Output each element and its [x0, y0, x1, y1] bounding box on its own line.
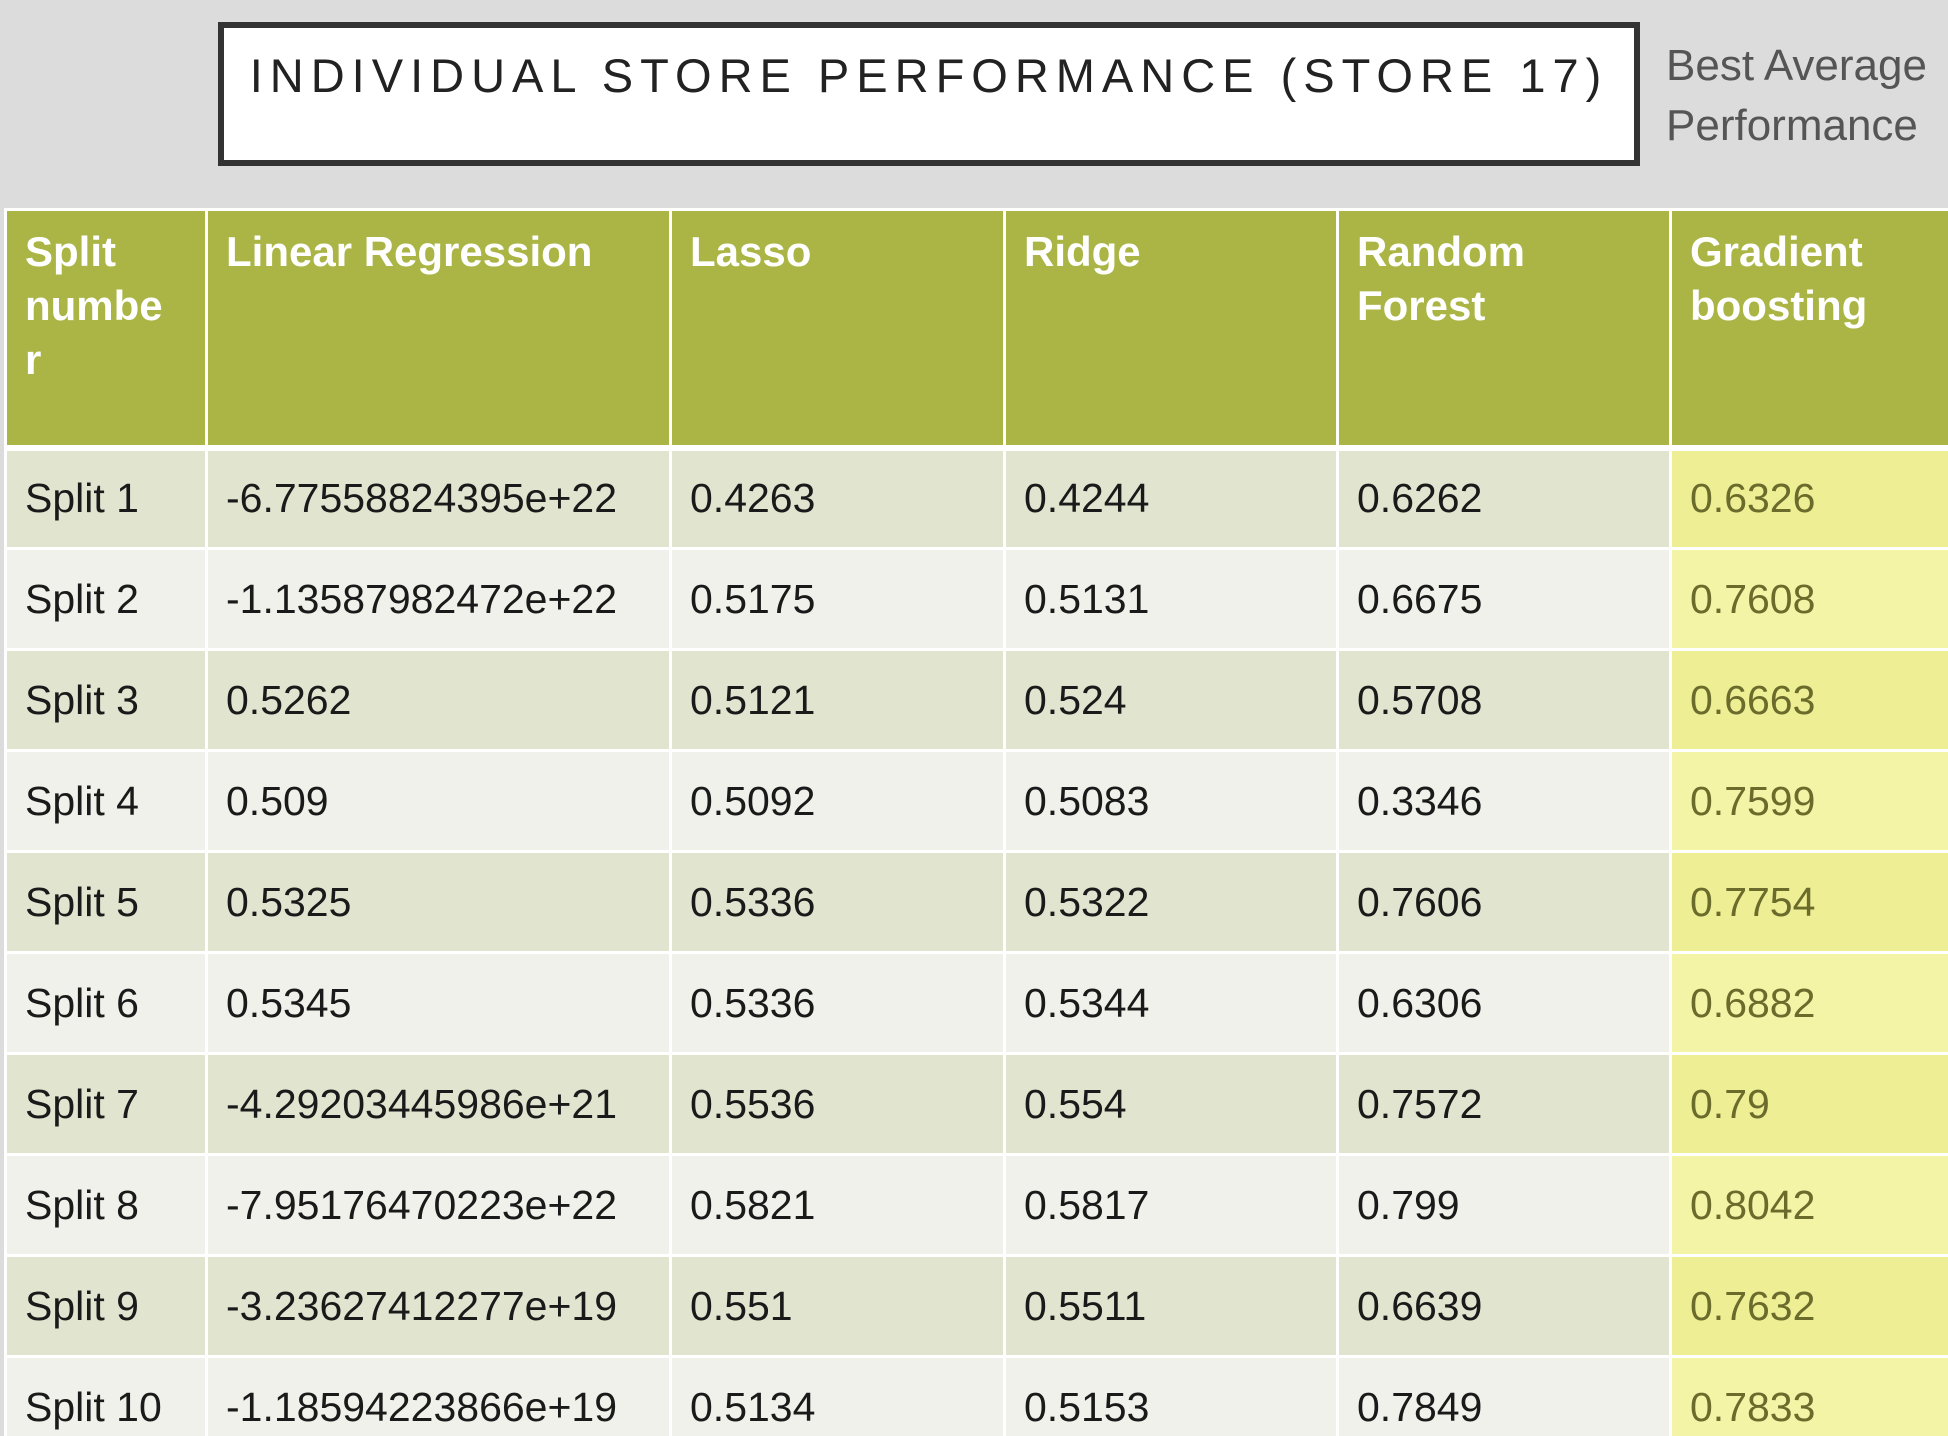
random-forest-cell: 0.799 [1336, 1153, 1672, 1257]
slide-title: INDIVIDUAL STORE PERFORMANCE (STORE 17) [249, 49, 1609, 102]
lasso-cell: 0.5092 [669, 749, 1006, 853]
best-average-note-line-1: Best Average [1666, 41, 1927, 90]
ridge-cell: 0.5153 [1003, 1355, 1339, 1436]
lasso-cell: 0.5536 [669, 1052, 1006, 1156]
random-forest-cell: 0.6262 [1336, 446, 1672, 550]
header-ridge-label: Ridge [1024, 228, 1141, 275]
linear-regression-cell: -3.23627412277e+19 [205, 1254, 672, 1358]
random-forest-cell: 0.6639 [1336, 1254, 1672, 1358]
split-cell: Split 2 [4, 547, 208, 651]
header-split-number-line-3: r [25, 336, 42, 383]
ridge-cell: 0.5083 [1003, 749, 1339, 853]
header-lasso: Lasso [669, 208, 1006, 451]
split-cell: Split 3 [4, 648, 208, 752]
linear-regression-cell: -7.95176470223e+22 [205, 1153, 672, 1257]
header-ridge: Ridge [1003, 208, 1339, 451]
split-cell: Split 9 [4, 1254, 208, 1358]
ridge-cell: 0.554 [1003, 1052, 1339, 1156]
random-forest-cell: 0.3346 [1336, 749, 1672, 853]
split-cell: Split 4 [4, 749, 208, 853]
ridge-cell: 0.5817 [1003, 1153, 1339, 1257]
header-random-forest: Random Forest [1336, 208, 1672, 451]
gradient-boosting-cell: 0.7632 [1669, 1254, 1948, 1358]
table-row: Split 3 0.5262 0.5121 0.524 0.5708 0.666… [4, 648, 1948, 752]
table-row: Split 8 -7.95176470223e+22 0.5821 0.5817… [4, 1153, 1948, 1257]
linear-regression-cell: -1.18594223866e+19 [205, 1355, 672, 1436]
lasso-cell: 0.5175 [669, 547, 1006, 651]
lasso-cell: 0.5336 [669, 951, 1006, 1055]
linear-regression-cell: -6.77558824395e+22 [205, 446, 672, 550]
lasso-cell: 0.4263 [669, 446, 1006, 550]
gradient-boosting-cell: 0.79 [1669, 1052, 1948, 1156]
gradient-boosting-cell: 0.7833 [1669, 1355, 1948, 1436]
gradient-boosting-cell: 0.7608 [1669, 547, 1948, 651]
split-cell: Split 6 [4, 951, 208, 1055]
header-random-forest-line-2: Forest [1357, 282, 1486, 329]
gradient-boosting-cell: 0.7754 [1669, 850, 1948, 954]
ridge-cell: 0.5131 [1003, 547, 1339, 651]
lasso-cell: 0.5121 [669, 648, 1006, 752]
random-forest-cell: 0.7849 [1336, 1355, 1672, 1436]
header-random-forest-line-1: Random [1357, 228, 1525, 275]
table-row: Split 6 0.5345 0.5336 0.5344 0.6306 0.68… [4, 951, 1948, 1055]
performance-table: Split numbe r Linear Regression Lasso Ri… [4, 208, 1948, 1436]
table-row: Split 10 -1.18594223866e+19 0.5134 0.515… [4, 1355, 1948, 1436]
header-linear-regression: Linear Regression [205, 208, 672, 451]
header-split-number: Split numbe r [4, 208, 208, 451]
table-row: Split 5 0.5325 0.5336 0.5322 0.7606 0.77… [4, 850, 1948, 954]
ridge-cell: 0.5322 [1003, 850, 1339, 954]
gradient-boosting-cell: 0.7599 [1669, 749, 1948, 853]
table-row: Split 7 -4.29203445986e+21 0.5536 0.554 … [4, 1052, 1948, 1156]
header-gradient-boosting-line-2: boosting [1690, 282, 1868, 329]
split-cell: Split 8 [4, 1153, 208, 1257]
linear-regression-cell: 0.5345 [205, 951, 672, 1055]
split-cell: Split 5 [4, 850, 208, 954]
table-row: Split 4 0.509 0.5092 0.5083 0.3346 0.759… [4, 749, 1948, 853]
header-linear-regression-label: Linear Regression [226, 228, 593, 275]
header-gradient-boosting: Gradient boosting [1669, 208, 1948, 451]
table-row: Split 1 -6.77558824395e+22 0.4263 0.4244… [4, 446, 1948, 550]
ridge-cell: 0.524 [1003, 648, 1339, 752]
table-row: Split 9 -3.23627412277e+19 0.551 0.5511 … [4, 1254, 1948, 1358]
ridge-cell: 0.4244 [1003, 446, 1339, 550]
best-average-note: Best Average Performance [1666, 36, 1927, 156]
header-gradient-boosting-line-1: Gradient [1690, 228, 1863, 275]
ridge-cell: 0.5344 [1003, 951, 1339, 1055]
title-box: INDIVIDUAL STORE PERFORMANCE (STORE 17) [218, 22, 1640, 166]
random-forest-cell: 0.7572 [1336, 1052, 1672, 1156]
ridge-cell: 0.5511 [1003, 1254, 1339, 1358]
split-cell: Split 1 [4, 446, 208, 550]
linear-regression-cell: 0.509 [205, 749, 672, 853]
linear-regression-cell: -1.13587982472e+22 [205, 547, 672, 651]
split-cell: Split 7 [4, 1052, 208, 1156]
random-forest-cell: 0.6306 [1336, 951, 1672, 1055]
random-forest-cell: 0.7606 [1336, 850, 1672, 954]
random-forest-cell: 0.6675 [1336, 547, 1672, 651]
gradient-boosting-cell: 0.8042 [1669, 1153, 1948, 1257]
split-cell: Split 10 [4, 1355, 208, 1436]
linear-regression-cell: -4.29203445986e+21 [205, 1052, 672, 1156]
gradient-boosting-cell: 0.6663 [1669, 648, 1948, 752]
lasso-cell: 0.551 [669, 1254, 1006, 1358]
header-split-number-line-1: Split [25, 228, 116, 275]
header-lasso-label: Lasso [690, 228, 812, 275]
table-row: Split 2 -1.13587982472e+22 0.5175 0.5131… [4, 547, 1948, 651]
linear-regression-cell: 0.5325 [205, 850, 672, 954]
gradient-boosting-cell: 0.6326 [1669, 446, 1948, 550]
best-average-note-line-2: Performance [1666, 101, 1918, 150]
random-forest-cell: 0.5708 [1336, 648, 1672, 752]
lasso-cell: 0.5821 [669, 1153, 1006, 1257]
header-split-number-line-2: numbe [25, 282, 163, 329]
gradient-boosting-cell: 0.6882 [1669, 951, 1948, 1055]
linear-regression-cell: 0.5262 [205, 648, 672, 752]
table-header-row: Split numbe r Linear Regression Lasso Ri… [4, 208, 1948, 451]
lasso-cell: 0.5134 [669, 1355, 1006, 1436]
lasso-cell: 0.5336 [669, 850, 1006, 954]
